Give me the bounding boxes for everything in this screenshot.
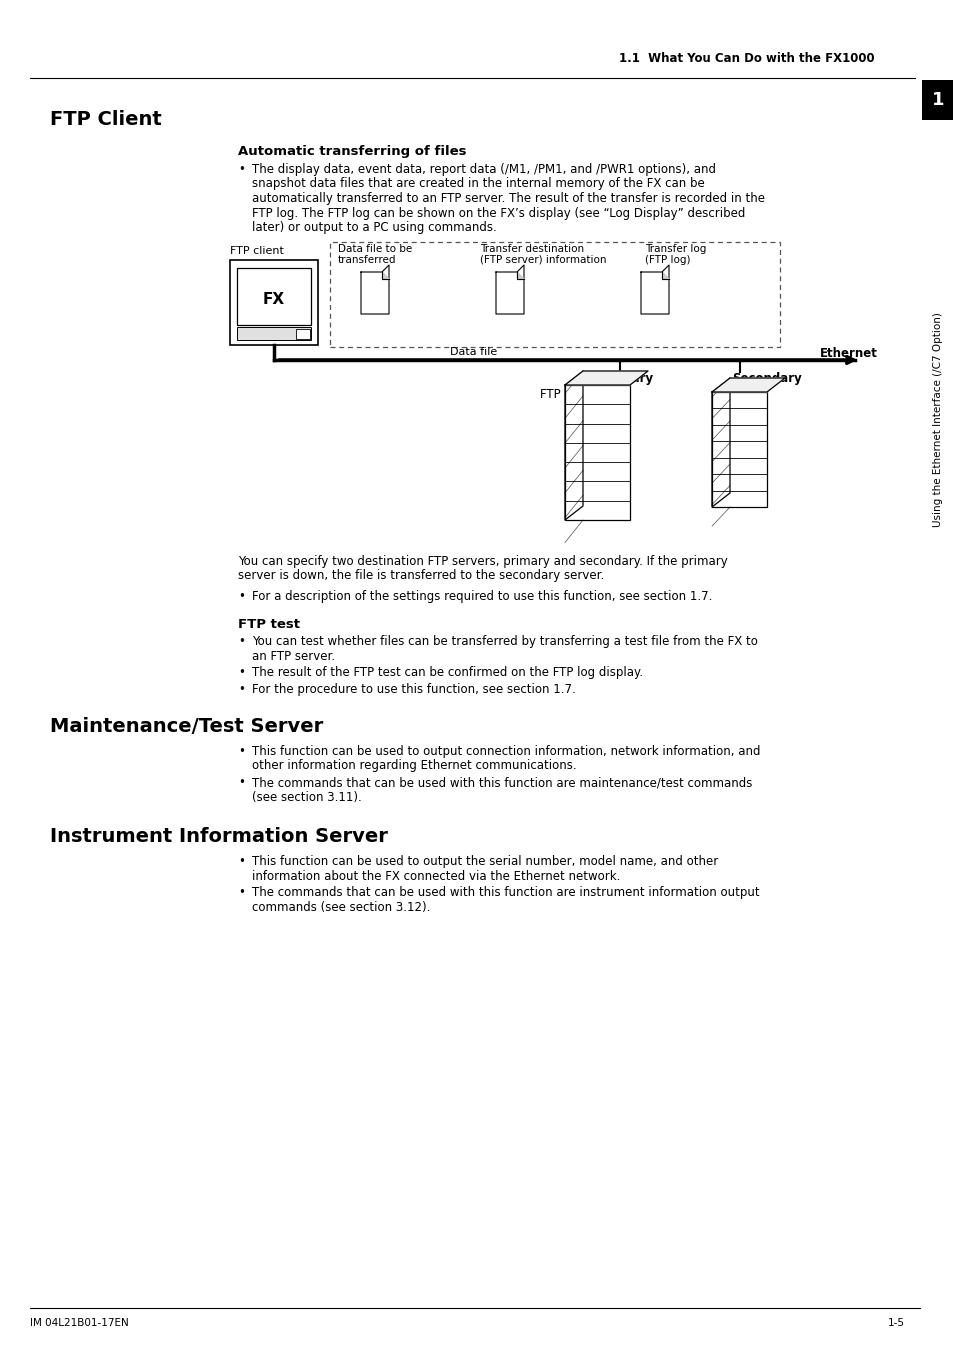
Polygon shape xyxy=(517,271,523,279)
Text: Data file: Data file xyxy=(450,347,497,356)
Text: (FTP server) information: (FTP server) information xyxy=(479,255,606,265)
Polygon shape xyxy=(564,371,582,520)
Text: The commands that can be used with this function are maintenance/test commands: The commands that can be used with this … xyxy=(252,776,752,788)
Text: For the procedure to use this function, see section 1.7.: For the procedure to use this function, … xyxy=(252,683,576,695)
Text: •: • xyxy=(237,634,245,648)
Text: Using the Ethernet Interface (/C7 Option): Using the Ethernet Interface (/C7 Option… xyxy=(932,313,942,528)
Bar xyxy=(921,80,953,120)
Text: Transfer destination: Transfer destination xyxy=(479,244,583,254)
Text: The result of the FTP test can be confirmed on the FTP log display.: The result of the FTP test can be confir… xyxy=(252,666,642,679)
Text: •: • xyxy=(237,683,245,695)
Bar xyxy=(230,261,317,346)
Text: Ethernet: Ethernet xyxy=(820,347,877,360)
Text: transferred: transferred xyxy=(337,255,396,265)
Bar xyxy=(564,385,629,520)
Text: •: • xyxy=(237,745,245,757)
Text: You can specify two destination FTP servers, primary and secondary. If the prima: You can specify two destination FTP serv… xyxy=(237,555,727,568)
Text: later) or output to a PC using commands.: later) or output to a PC using commands. xyxy=(252,221,497,234)
Text: Maintenance/Test Server: Maintenance/Test Server xyxy=(50,717,323,736)
Polygon shape xyxy=(381,271,389,279)
Text: (see section 3.11).: (see section 3.11). xyxy=(252,791,361,803)
Text: FTP test: FTP test xyxy=(237,618,299,632)
Text: (FTP log): (FTP log) xyxy=(644,255,690,265)
Text: Automatic transferring of files: Automatic transferring of files xyxy=(237,144,466,158)
Text: FTP log. The FTP log can be shown on the FX’s display (see “Log Display” describ: FTP log. The FTP log can be shown on the… xyxy=(252,207,744,220)
Text: This function can be used to output the serial number, model name, and other: This function can be used to output the … xyxy=(252,855,718,868)
Bar xyxy=(236,269,311,325)
Polygon shape xyxy=(661,271,668,279)
Text: The commands that can be used with this function are instrument information outp: The commands that can be used with this … xyxy=(252,886,759,899)
Polygon shape xyxy=(360,265,389,315)
Text: The display data, event data, report data (/M1, /PM1, and /PWR1 options), and: The display data, event data, report dat… xyxy=(252,163,716,176)
Text: FTP client: FTP client xyxy=(230,246,284,256)
Text: •: • xyxy=(237,163,245,176)
Text: FTP Client: FTP Client xyxy=(50,109,162,130)
Text: 1: 1 xyxy=(931,90,943,109)
Text: This function can be used to output connection information, network information,: This function can be used to output conn… xyxy=(252,745,760,757)
Text: For a description of the settings required to use this function, see section 1.7: For a description of the settings requir… xyxy=(252,590,712,603)
Polygon shape xyxy=(711,378,729,508)
Text: Data file to be: Data file to be xyxy=(337,244,412,254)
Polygon shape xyxy=(711,378,784,392)
Text: snapshot data files that are created in the internal memory of the FX can be: snapshot data files that are created in … xyxy=(252,177,704,190)
Text: You can test whether files can be transferred by transferring a test file from t: You can test whether files can be transf… xyxy=(252,634,757,648)
Text: Primary: Primary xyxy=(601,373,654,385)
Text: IM 04L21B01-17EN: IM 04L21B01-17EN xyxy=(30,1318,129,1328)
Text: •: • xyxy=(237,590,245,603)
Text: FTP server: FTP server xyxy=(539,387,601,401)
Text: •: • xyxy=(237,855,245,868)
Text: •: • xyxy=(237,666,245,679)
Text: commands (see section 3.12).: commands (see section 3.12). xyxy=(252,900,430,914)
Text: 1.1  What You Can Do with the FX1000: 1.1 What You Can Do with the FX1000 xyxy=(618,53,874,65)
Text: Transfer log: Transfer log xyxy=(644,244,705,254)
Polygon shape xyxy=(564,371,647,385)
Text: other information regarding Ethernet communications.: other information regarding Ethernet com… xyxy=(252,760,576,772)
Text: Secondary: Secondary xyxy=(731,373,801,385)
Text: an FTP server.: an FTP server. xyxy=(252,649,335,663)
Text: Instrument Information Server: Instrument Information Server xyxy=(50,828,388,846)
Polygon shape xyxy=(496,265,523,315)
Text: information about the FX connected via the Ethernet network.: information about the FX connected via t… xyxy=(252,869,619,883)
Text: •: • xyxy=(237,776,245,788)
Text: •: • xyxy=(237,886,245,899)
Text: FX: FX xyxy=(263,292,285,306)
Text: automatically transferred to an FTP server. The result of the transfer is record: automatically transferred to an FTP serv… xyxy=(252,192,764,205)
Text: 1-5: 1-5 xyxy=(887,1318,904,1328)
Bar xyxy=(236,327,311,340)
Text: server is down, the file is transferred to the secondary server.: server is down, the file is transferred … xyxy=(237,570,603,582)
Polygon shape xyxy=(640,265,668,315)
Bar xyxy=(330,242,780,347)
Bar xyxy=(295,329,310,339)
Bar xyxy=(711,392,766,508)
